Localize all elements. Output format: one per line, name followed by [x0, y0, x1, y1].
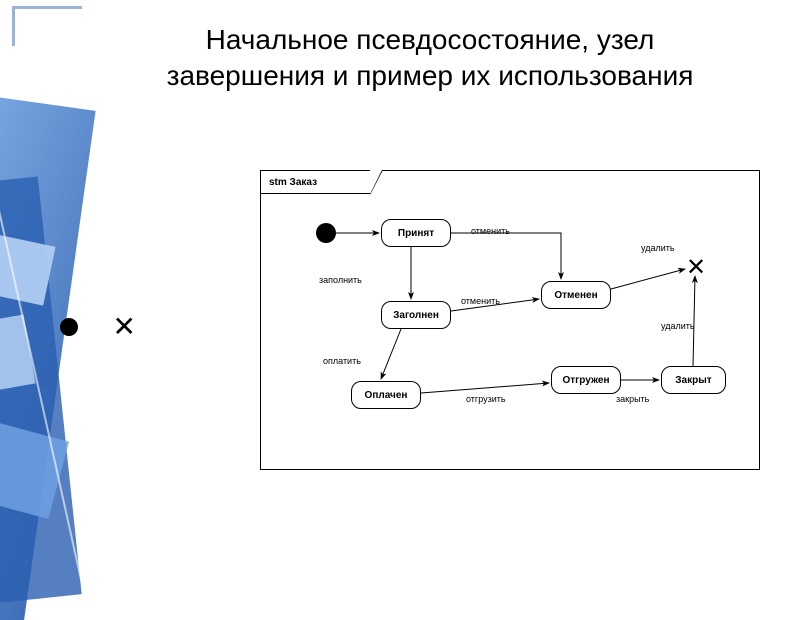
state-paid: Оплачен: [351, 381, 421, 409]
state-closed: Закрыт: [661, 366, 726, 394]
state-cancelled: Отменен: [541, 281, 611, 309]
state-accepted: Принят: [381, 219, 451, 247]
transition-label: оплатить: [323, 356, 361, 366]
initial-node: [316, 223, 336, 243]
page-title: Начальное псевдосостояние, узел завершен…: [100, 22, 760, 95]
transition-label: отменить: [471, 226, 510, 236]
pseudostate-legend: ✕: [60, 310, 136, 344]
title-line1: Начальное псевдосостояние, узел: [100, 22, 760, 58]
transition-label: удалить: [661, 321, 695, 331]
transition-label: отгрузить: [466, 394, 506, 404]
transition-label: удалить: [641, 243, 675, 253]
transition-label: отменить: [461, 296, 500, 306]
termination-node: ✕: [686, 256, 706, 280]
transition-arrows: [261, 171, 759, 469]
title-line2: завершения и пример их использования: [100, 58, 760, 94]
state-machine-frame: stm Заказ Принят Заголнен Оплачен Отмене…: [260, 170, 760, 470]
state-shipped: Отгружен: [551, 366, 621, 394]
initial-pseudostate-icon: [60, 318, 78, 336]
state-filled: Заголнен: [381, 301, 451, 329]
transition-label: закрыть: [616, 394, 649, 404]
termination-node-icon: ✕: [112, 310, 135, 344]
transition-label: заполнить: [319, 275, 362, 285]
corner-bracket-decoration: [12, 6, 82, 46]
frame-tab: stm Заказ: [260, 170, 370, 194]
